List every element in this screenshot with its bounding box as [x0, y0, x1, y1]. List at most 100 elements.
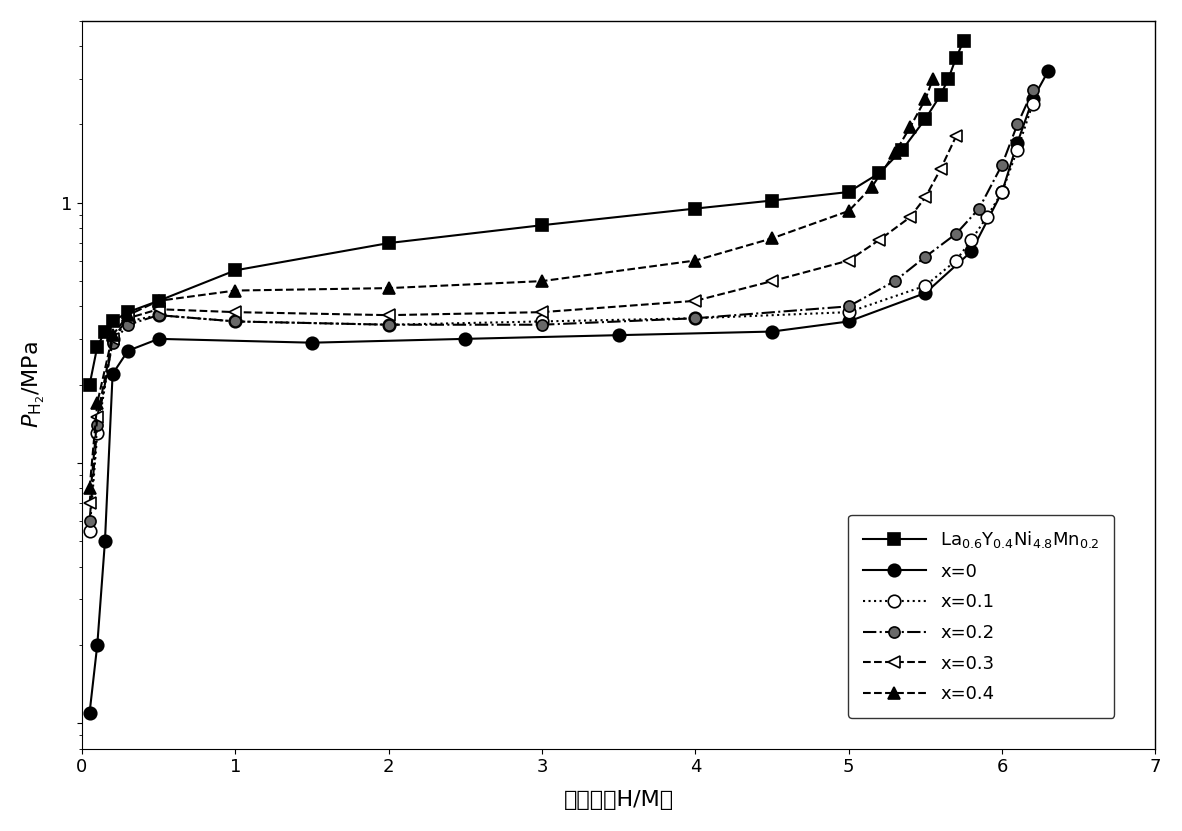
- x=0.3: [842, 255, 856, 265]
- x=0: [305, 337, 319, 347]
- x=0.2: [105, 337, 119, 347]
- Line: x=0: x=0: [84, 65, 1054, 719]
- x=0.3: [90, 412, 104, 422]
- La$_{0.6}$Y$_{0.4}$Ni$_{4.8}$Mn$_{0.2}$: [934, 90, 948, 100]
- x=0.4: [105, 330, 119, 340]
- x=0.1: [980, 212, 994, 222]
- x=0: [842, 317, 856, 327]
- x=0.4: [864, 182, 878, 192]
- x=0.1: [90, 429, 104, 439]
- La$_{0.6}$Y$_{0.4}$Ni$_{4.8}$Mn$_{0.2}$: [765, 195, 779, 205]
- Legend: La$_{0.6}$Y$_{0.4}$Ni$_{4.8}$Mn$_{0.2}$, x=0, x=0.1, x=0.2, x=0.3, x=0.4: La$_{0.6}$Y$_{0.4}$Ni$_{4.8}$Mn$_{0.2}$,…: [849, 514, 1115, 718]
- x=0.1: [949, 255, 963, 265]
- x=0: [918, 288, 933, 298]
- x=0.1: [121, 317, 135, 327]
- x=0.2: [382, 320, 396, 330]
- x=0: [995, 187, 1009, 197]
- x=0.2: [83, 516, 97, 526]
- Line: x=0.1: x=0.1: [84, 97, 1039, 537]
- x=0.3: [688, 296, 702, 306]
- x=0.3: [872, 235, 886, 245]
- x=0.4: [903, 122, 917, 132]
- La$_{0.6}$Y$_{0.4}$Ni$_{4.8}$Mn$_{0.2}$: [121, 307, 135, 317]
- La$_{0.6}$Y$_{0.4}$Ni$_{4.8}$Mn$_{0.2}$: [872, 168, 886, 178]
- x=0.2: [1011, 120, 1025, 130]
- x=0.1: [382, 320, 396, 330]
- x=0.4: [83, 484, 97, 494]
- x=0.1: [688, 313, 702, 323]
- Line: x=0.4: x=0.4: [84, 73, 939, 494]
- x=0.2: [972, 204, 986, 214]
- x=0.1: [228, 317, 242, 327]
- La$_{0.6}$Y$_{0.4}$Ni$_{4.8}$Mn$_{0.2}$: [956, 36, 970, 46]
- x=0.1: [842, 307, 856, 317]
- x=0.4: [228, 286, 242, 296]
- x=0.1: [535, 317, 550, 327]
- x=0.3: [535, 307, 550, 317]
- La$_{0.6}$Y$_{0.4}$Ni$_{4.8}$Mn$_{0.2}$: [535, 220, 550, 230]
- x=0: [611, 330, 625, 340]
- La$_{0.6}$Y$_{0.4}$Ni$_{4.8}$Mn$_{0.2}$: [949, 53, 963, 63]
- x=0.1: [151, 310, 165, 320]
- La$_{0.6}$Y$_{0.4}$Ni$_{4.8}$Mn$_{0.2}$: [688, 204, 702, 214]
- x=0: [90, 640, 104, 650]
- x=0.1: [1026, 99, 1040, 109]
- La$_{0.6}$Y$_{0.4}$Ni$_{4.8}$Mn$_{0.2}$: [941, 74, 955, 84]
- x=0: [459, 334, 473, 344]
- Line: x=0.2: x=0.2: [84, 85, 1038, 526]
- x=0.4: [918, 94, 933, 104]
- La$_{0.6}$Y$_{0.4}$Ni$_{4.8}$Mn$_{0.2}$: [98, 327, 112, 337]
- x=0.1: [995, 187, 1009, 197]
- x=0.3: [949, 131, 963, 141]
- x=0.4: [926, 74, 940, 84]
- x=0.3: [382, 310, 396, 320]
- x=0.3: [83, 499, 97, 509]
- x=0.4: [765, 234, 779, 243]
- x=0.3: [903, 212, 917, 222]
- x=0.4: [382, 283, 396, 293]
- La$_{0.6}$Y$_{0.4}$Ni$_{4.8}$Mn$_{0.2}$: [895, 145, 909, 155]
- La$_{0.6}$Y$_{0.4}$Ni$_{4.8}$Mn$_{0.2}$: [918, 114, 933, 124]
- x=0.2: [842, 302, 856, 312]
- x=0.2: [90, 420, 104, 430]
- Line: La$_{0.6}$Y$_{0.4}$Ni$_{4.8}$Mn$_{0.2}$: La$_{0.6}$Y$_{0.4}$Ni$_{4.8}$Mn$_{0.2}$: [84, 35, 969, 391]
- x=0.2: [535, 320, 550, 330]
- x=0.2: [918, 252, 933, 262]
- x=0.2: [228, 317, 242, 327]
- x=0: [105, 369, 119, 379]
- X-axis label: 原子比（H/M）: 原子比（H/M）: [564, 790, 674, 810]
- x=0.2: [1026, 86, 1040, 96]
- x=0.4: [121, 310, 135, 320]
- x=0.2: [995, 160, 1009, 170]
- x=0: [151, 334, 165, 344]
- x=0.1: [105, 334, 119, 344]
- x=0.4: [535, 276, 550, 286]
- Line: x=0.3: x=0.3: [84, 130, 962, 509]
- x=0.1: [918, 281, 933, 291]
- La$_{0.6}$Y$_{0.4}$Ni$_{4.8}$Mn$_{0.2}$: [228, 265, 242, 275]
- x=0: [98, 537, 112, 547]
- x=0.3: [105, 334, 119, 344]
- x=0.2: [688, 313, 702, 323]
- x=0: [83, 707, 97, 717]
- x=0.3: [765, 276, 779, 286]
- La$_{0.6}$Y$_{0.4}$Ni$_{4.8}$Mn$_{0.2}$: [90, 342, 104, 352]
- x=0.4: [688, 255, 702, 265]
- x=0.2: [121, 320, 135, 330]
- x=0: [121, 346, 135, 356]
- x=0.3: [121, 313, 135, 323]
- x=0: [1026, 94, 1040, 104]
- x=0: [1011, 138, 1025, 148]
- x=0.1: [1011, 145, 1025, 155]
- x=0.1: [965, 235, 979, 245]
- x=0.4: [90, 398, 104, 408]
- La$_{0.6}$Y$_{0.4}$Ni$_{4.8}$Mn$_{0.2}$: [151, 296, 165, 306]
- x=0: [765, 327, 779, 337]
- La$_{0.6}$Y$_{0.4}$Ni$_{4.8}$Mn$_{0.2}$: [382, 238, 396, 248]
- x=0.1: [83, 526, 97, 536]
- x=0.4: [888, 148, 902, 158]
- x=0.4: [151, 296, 165, 306]
- Y-axis label: $P_{\mathrm{H_2}}$/MPa: $P_{\mathrm{H_2}}$/MPa: [21, 342, 47, 428]
- x=0.2: [151, 310, 165, 320]
- x=0.4: [842, 206, 856, 216]
